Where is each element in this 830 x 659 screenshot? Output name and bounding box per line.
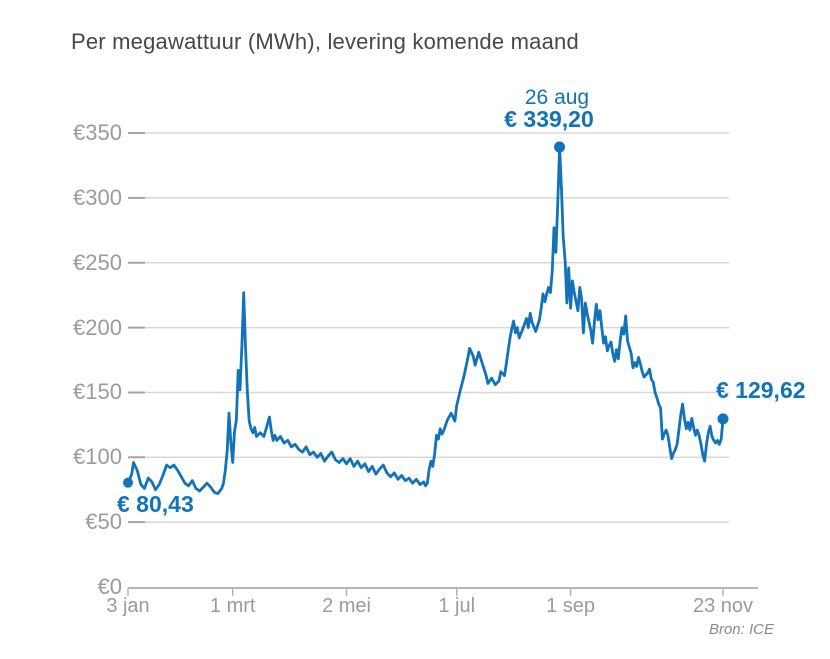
x-axis-label: 3 jan [106, 595, 150, 617]
y-axis-label: €200 [73, 314, 122, 340]
y-axis-label: €300 [73, 184, 122, 210]
x-axis-label: 1 sep [546, 595, 596, 617]
end-point-marker [717, 413, 729, 425]
y-axis-label: €100 [73, 444, 122, 470]
y-axis-label: €350 [73, 120, 122, 146]
x-axis-label: 23 nov [692, 595, 754, 617]
annotation-peak-date: 26 aug [524, 86, 590, 109]
source-credit: Bron: ICE [708, 621, 774, 638]
x-axis-label: 2 mei [322, 595, 371, 617]
annotation-peak-price: € 339,20 [504, 106, 594, 132]
x-axis-label: 1 jul [438, 595, 476, 617]
price-line [126, 145, 725, 496]
x-axis-label: 1 mrt [209, 595, 256, 617]
y-axis-label: €50 [85, 509, 122, 535]
y-axis-label: €150 [73, 379, 122, 405]
peak-point-marker [554, 141, 566, 153]
start-point-marker [123, 477, 133, 488]
chart-title: Per megawattuur (MWh), levering komende … [71, 29, 579, 54]
y-axis-label: €250 [73, 249, 122, 275]
annotation-end-price: € 129,62 [716, 377, 806, 403]
annotation-start-price: € 80,43 [117, 491, 194, 517]
y-axis-label: €0 [97, 574, 122, 599]
